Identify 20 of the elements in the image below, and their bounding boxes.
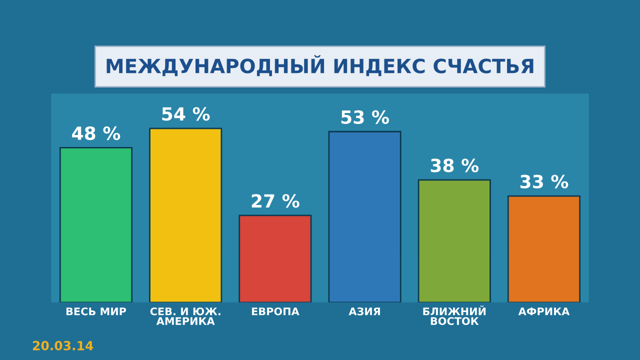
bar	[149, 128, 222, 302]
bar	[59, 147, 133, 302]
chart-title: МЕЖДУНАРОДНЫЙ ИНДЕКС СЧАСТЬЯ	[106, 55, 534, 76]
bar	[328, 130, 402, 302]
x-tick-label: СЕВ. И ЮЖ. АМЕРИКА	[150, 307, 220, 325]
text: 20.03.14	[32, 340, 94, 350]
x-tick-label: БЛИЖНИЙ ВОСТОК	[423, 306, 486, 326]
x-tick-label: ВЕСЬ МИР	[66, 307, 126, 316]
data-label: 54 %	[162, 107, 210, 121]
bar	[418, 179, 491, 302]
bar	[507, 195, 581, 302]
data-label: 27 %	[252, 194, 300, 208]
data-label: 53 %	[341, 110, 389, 124]
data-label: 33 %	[520, 174, 568, 188]
data-label: 38 %	[430, 158, 479, 172]
x-tick-label: ЕВРОПА	[252, 307, 300, 316]
x-tick-label: АФРИКА	[518, 308, 570, 316]
bar	[238, 214, 312, 302]
data-label: 48 %	[72, 126, 120, 140]
x-tick-label: АЗИЯ	[348, 307, 380, 316]
